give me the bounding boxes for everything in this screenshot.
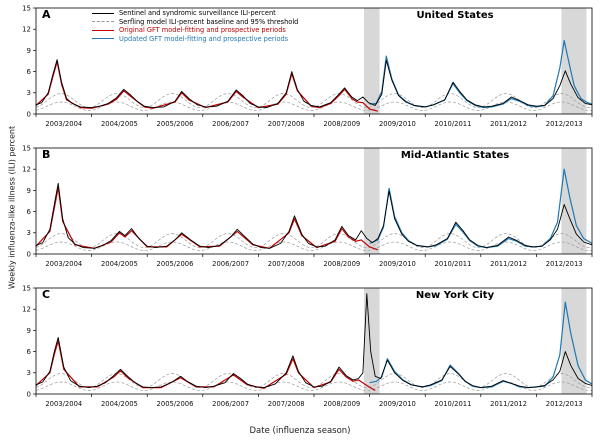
panel-c-chart-new-york-city: 0 3 6 9 12 15 2003/2004 2004/2005 2005/2006 2006/… [22,284,593,408]
x-tick-label: 2003/2004 [45,120,82,128]
legend-item-label: Original GFT model-fitting and prospecti… [119,26,286,35]
x-tick-label: 2008/2009 [323,400,360,408]
x-tick-label: 2006/2007 [212,260,249,268]
x-tick-label: 2007/2008 [268,260,305,268]
panel-title-mid-atlantic: Mid-Atlantic States [400,150,510,161]
original-gft-line-sample-icon [92,29,114,31]
y-tick-label: 3 [27,89,31,97]
x-tick-label: 2010/2011 [435,260,472,268]
series-line-original-gft [35,340,376,392]
y-tick-label: 15 [22,4,31,12]
panel-letter-c: C [42,288,51,301]
legend-item-original-gft: Original GFT model-fitting and prospecti… [92,26,298,35]
x-tick-label: 2004/2005 [101,260,138,268]
x-tick-label: 2005/2006 [157,400,194,408]
y-tick-label: 9 [27,327,31,335]
surveillance-line-sample-icon [92,12,114,14]
panel-title-united-states: United States [416,10,494,21]
serfling-baseline-line [35,241,593,251]
x-tick-label: 2012/2013 [546,120,583,128]
shaded-period-band [364,148,380,254]
x-tick-label: 2004/2005 [101,400,138,408]
y-tick-label: 6 [27,208,32,216]
legend-item-label: Updated GFT model-fitting and prospectiv… [119,34,289,43]
panel-a-chart-united-states: 0 3 6 9 12 15 2003/2004 2004/2005 2005/2006 2006/… [22,4,593,128]
series-line-updated-gft [369,301,593,389]
y-tick-label: 0 [27,110,31,118]
panel-title-new-york-city: New York City [415,290,495,301]
x-tick-label: 2009/2010 [379,400,416,408]
legend-item-label: Sentinel and syndromic surveillance ILI-… [119,9,276,18]
x-tick-label: 2004/2005 [101,120,138,128]
y-tick-label: 15 [22,284,31,292]
y-tick-label: 12 [22,306,31,314]
y-tick-label: 3 [27,229,31,237]
serfling-threshold-line [35,233,593,248]
y-tick-label: 9 [27,187,31,195]
y-tick-label: 9 [27,47,31,55]
y-tick-label: 3 [27,369,31,377]
serfling-threshold-line [35,93,593,108]
x-tick-label: 2010/2011 [435,400,472,408]
y-tick-label: 6 [27,348,32,356]
shaded-period-band [364,8,380,114]
series-line-updated-gft [369,168,593,249]
x-tick-label: 2012/2013 [546,400,583,408]
legend-item-label: Serfling model ILI-percent baseline and … [119,17,299,26]
x-tick-label: 2009/2010 [379,120,416,128]
serfling-baseline-line [35,101,593,111]
y-tick-label: 6 [27,68,32,76]
y-tick-label: 12 [22,166,31,174]
x-tick-label: 2005/2006 [157,260,194,268]
panel-letter-b: B [42,148,51,161]
series-line-surveillance [35,182,593,249]
x-tick-label: 2006/2007 [212,400,249,408]
panel-b-chart-mid-atlantic: 0 3 6 9 12 15 2003/2004 2004/2005 2005/2006 2006/… [22,144,593,268]
serfling-line-sample-icon [92,21,114,23]
series-line-surveillance [35,293,593,389]
panel-letter-a: A [42,8,51,21]
y-tick-label: 0 [27,250,31,258]
plot-border [35,287,593,395]
x-tick-label: 2008/2009 [323,260,360,268]
shaded-period-band [561,8,587,114]
serfling-baseline-line [35,381,593,391]
legend-item-serfling: Serfling model ILI-percent baseline and … [92,18,298,27]
legend-item-surveillance: Sentinel and syndromic surveillance ILI-… [92,9,298,18]
series-line-updated-gft [369,39,593,109]
shaded-period-band [561,148,587,254]
y-tick-label: 0 [27,390,31,398]
series-line-surveillance [35,59,593,109]
legend: Sentinel and syndromic surveillance ILI-… [92,9,298,43]
x-tick-label: 2008/2009 [323,120,360,128]
x-tick-label: 2010/2011 [435,120,472,128]
x-tick-label: 2003/2004 [45,400,82,408]
series-line-original-gft [35,187,379,251]
x-tick-label: 2005/2006 [157,120,194,128]
x-tick-label: 2006/2007 [212,120,249,128]
y-tick-label: 12 [22,26,31,34]
x-tick-label: 2007/2008 [268,400,305,408]
x-tick-label: 2011/2012 [490,400,527,408]
updated-gft-line-sample-icon [92,38,114,40]
x-tick-label: 2012/2013 [546,260,583,268]
x-tick-label: 2011/2012 [490,120,527,128]
x-tick-label: 2003/2004 [45,260,82,268]
x-tick-label: 2007/2008 [268,120,305,128]
x-axis-label: Date (influenza season) [249,426,351,436]
x-tick-label: 2009/2010 [379,260,416,268]
y-axis-label: Weekly influenza-like illness (ILI) perc… [7,125,17,290]
serfling-threshold-line [35,373,593,388]
y-tick-label: 15 [22,144,31,152]
legend-item-updated-gft: Updated GFT model-fitting and prospectiv… [92,35,298,44]
x-tick-label: 2011/2012 [490,260,527,268]
